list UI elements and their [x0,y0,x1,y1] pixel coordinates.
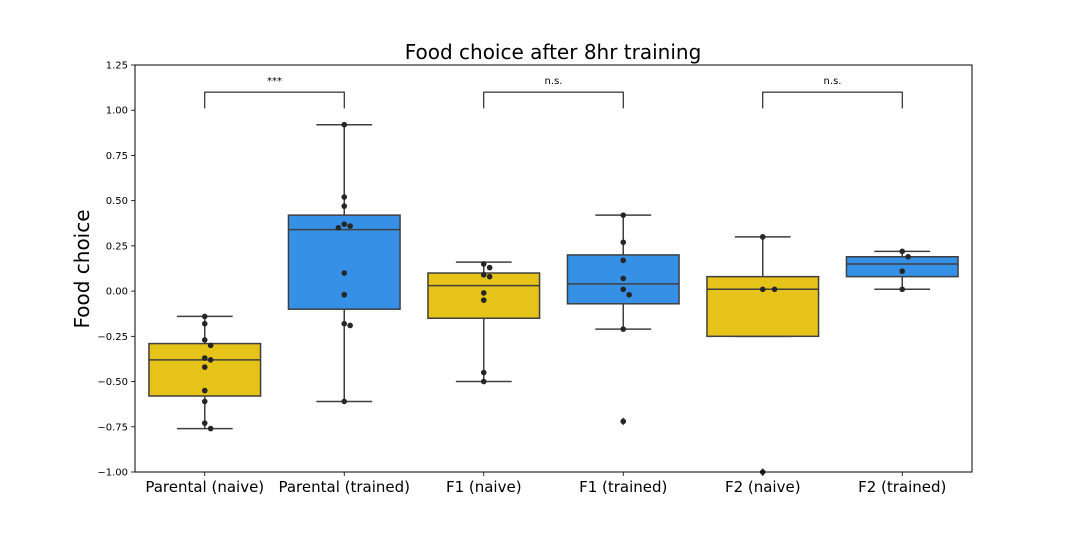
chart-title: Food choice after 8hr training [405,40,702,64]
data-point [480,290,487,296]
data-point [899,286,906,293]
data-point [341,221,348,227]
data-point [626,291,632,298]
data-point [905,253,911,260]
y-tick-label: 0.00 [106,287,128,298]
data-point [480,378,487,385]
y-tick-label: −1.00 [97,468,128,479]
data-point [341,270,348,276]
data-point [207,342,214,349]
data-point [201,355,208,361]
significance-bracket [762,91,903,109]
data-point [207,425,214,432]
y-tick-label: −0.25 [97,332,128,343]
data-point [207,357,214,363]
data-point [347,223,353,229]
data-point [201,364,208,370]
y-tick-label: 1.00 [106,106,128,117]
data-point [201,387,208,394]
data-point [335,225,342,231]
data-point [341,398,348,405]
x-tick-label: F1 (trained) [579,478,667,496]
data-point [620,275,627,282]
data-point [480,261,487,267]
significance-bracket [204,91,345,109]
data-point [201,313,208,320]
data-point [486,264,493,271]
data-point [341,291,348,298]
significance-label: *** [267,76,282,87]
y-tick-label: 0.25 [106,241,128,252]
box-naive [706,275,820,338]
y-axis-label: Food choice [70,209,94,328]
significance-label: n.s. [824,76,842,87]
data-point [620,326,627,332]
x-tick-label: F1 (naive) [446,478,522,496]
data-point [201,398,208,405]
y-tick-label: 1.25 [106,61,128,72]
data-point [620,418,627,425]
x-tick-label: F2 (trained) [858,478,946,496]
data-point [771,286,778,293]
data-point [341,320,348,327]
data-point [201,320,208,327]
box-trained [845,255,959,278]
data-point [341,194,348,200]
data-point [201,337,208,343]
x-tick-label: Parental (naive) [145,478,264,496]
y-tick-label: −0.75 [97,422,128,433]
x-tick-label: F2 (naive) [725,478,801,496]
data-point [620,212,627,218]
data-point [480,297,487,303]
x-tick-label: Parental (trained) [278,478,410,496]
data-point [899,268,906,275]
data-point [201,420,208,426]
y-tick-label: −0.50 [97,377,128,388]
data-point [620,239,627,246]
significance-bracket [483,91,624,109]
data-point [341,121,348,128]
data-point [759,286,766,293]
y-tick-label: 0.75 [106,151,128,162]
data-point [341,203,348,209]
data-point [899,248,906,255]
data-point [347,322,353,329]
data-point [480,369,487,376]
plot-area: 1.25 1.00 0.75 0.50 0.25 0.00 −0.25 −0.50 −0.75 −… [97,61,973,496]
data-point [759,234,766,240]
data-point [480,272,487,278]
data-point [620,286,627,293]
significance-label: n.s. [545,76,563,87]
y-tick-label: 0.50 [106,196,128,207]
axes-frame [134,64,973,473]
data-point [486,273,493,280]
data-point [620,257,627,264]
